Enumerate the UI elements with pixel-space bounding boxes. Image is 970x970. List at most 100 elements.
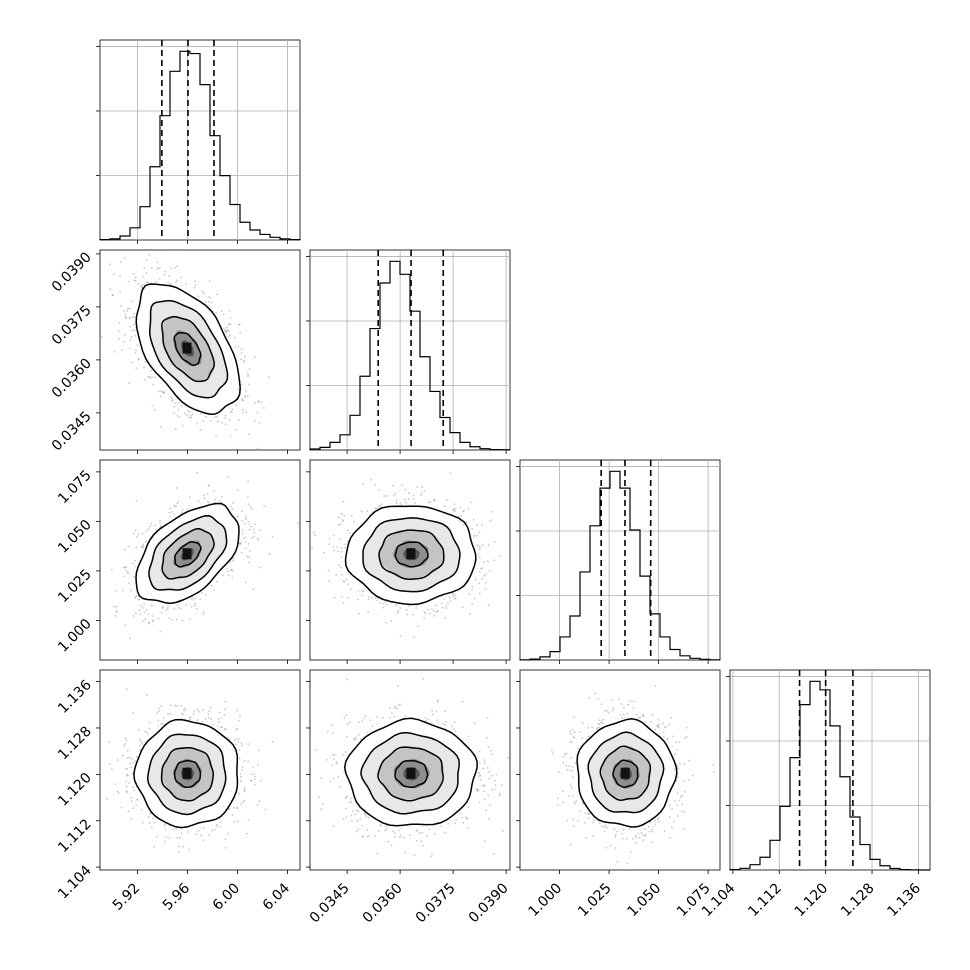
sample-point xyxy=(712,770,715,773)
sample-point xyxy=(405,501,408,504)
sample-point xyxy=(90,282,92,284)
sample-point xyxy=(235,404,238,406)
sample-point xyxy=(357,589,360,592)
sample-point xyxy=(234,346,237,349)
sample-point xyxy=(461,606,464,609)
sample-point xyxy=(573,825,576,828)
sample-point xyxy=(200,834,202,837)
sample-point xyxy=(339,523,342,526)
sample-point xyxy=(461,816,464,819)
sample-point xyxy=(214,498,217,501)
sample-point xyxy=(477,771,480,774)
sample-point xyxy=(483,784,486,787)
sample-point xyxy=(343,514,346,517)
sample-point xyxy=(550,749,553,752)
sample-point xyxy=(385,827,388,830)
sample-point xyxy=(202,839,205,842)
sample-point xyxy=(229,316,232,319)
sample-point xyxy=(135,756,138,759)
sample-point xyxy=(471,585,474,588)
sample-point xyxy=(163,274,166,276)
sample-point xyxy=(644,835,646,837)
sample-point xyxy=(229,434,232,437)
sample-point xyxy=(153,409,156,412)
sample-point xyxy=(687,759,690,762)
sample-point xyxy=(114,783,117,786)
sample-point xyxy=(339,566,342,569)
sample-point xyxy=(356,598,359,601)
sample-point xyxy=(570,756,573,759)
sample-point xyxy=(712,763,715,766)
sample-point xyxy=(207,296,210,298)
sample-point xyxy=(603,826,606,828)
sample-point xyxy=(164,823,167,825)
sample-point xyxy=(130,766,133,769)
density-peak xyxy=(182,767,192,779)
sample-point xyxy=(428,612,431,615)
sample-point xyxy=(565,764,568,767)
sample-point xyxy=(260,401,262,404)
sample-point xyxy=(130,589,132,592)
sample-point xyxy=(621,837,624,840)
sample-point xyxy=(142,543,145,546)
sample-point xyxy=(196,471,198,474)
sample-point xyxy=(463,509,465,512)
contour-2 xyxy=(360,731,460,815)
sample-point xyxy=(340,550,343,553)
sample-point xyxy=(138,609,141,612)
sample-point xyxy=(436,821,439,824)
sample-point xyxy=(359,738,362,740)
sample-point xyxy=(648,830,651,833)
sample-point xyxy=(349,797,352,800)
sample-point xyxy=(240,358,243,361)
sample-point xyxy=(252,766,254,768)
sample-point xyxy=(124,313,127,316)
sample-point xyxy=(132,323,135,326)
sample-point xyxy=(346,723,349,725)
sample-point xyxy=(614,836,617,838)
sample-point xyxy=(476,524,479,526)
y-tick-label: 1.128 xyxy=(55,723,95,763)
sample-point xyxy=(483,574,486,577)
sample-point xyxy=(447,823,450,825)
sample-point xyxy=(210,584,213,587)
sample-point xyxy=(649,720,652,723)
contour-3 xyxy=(133,718,239,829)
sample-point xyxy=(169,283,171,286)
sample-point xyxy=(638,716,640,719)
sample-point xyxy=(654,823,657,826)
sample-point xyxy=(154,376,157,379)
sample-point xyxy=(167,604,169,607)
sample-point xyxy=(424,612,427,615)
sample-point xyxy=(150,604,153,607)
sample-point xyxy=(683,763,686,765)
y-tick-label: 1.075 xyxy=(55,467,95,507)
sample-point xyxy=(245,410,248,413)
sample-point xyxy=(386,825,388,828)
sample-point xyxy=(329,781,332,783)
sample-point xyxy=(232,558,235,560)
sample-point xyxy=(139,613,141,616)
sample-point xyxy=(250,779,253,782)
sample-point xyxy=(451,509,454,511)
sample-point xyxy=(156,712,159,715)
sample-point xyxy=(382,606,385,609)
sample-point xyxy=(581,737,583,740)
sample-point xyxy=(201,720,204,723)
sample-point xyxy=(478,761,481,764)
sample-point xyxy=(397,685,399,688)
sample-point xyxy=(242,801,244,804)
sample-point xyxy=(227,736,229,739)
sample-point xyxy=(366,829,369,831)
sample-point xyxy=(135,804,138,807)
sample-point xyxy=(664,725,667,728)
sample-point xyxy=(335,546,338,548)
sample-point xyxy=(126,774,129,777)
sample-point xyxy=(231,814,234,816)
sample-point xyxy=(123,334,126,336)
sample-point xyxy=(229,505,232,508)
sample-point xyxy=(224,700,227,703)
sample-point xyxy=(490,789,493,791)
sample-point xyxy=(223,714,226,717)
sample-point xyxy=(166,607,169,609)
